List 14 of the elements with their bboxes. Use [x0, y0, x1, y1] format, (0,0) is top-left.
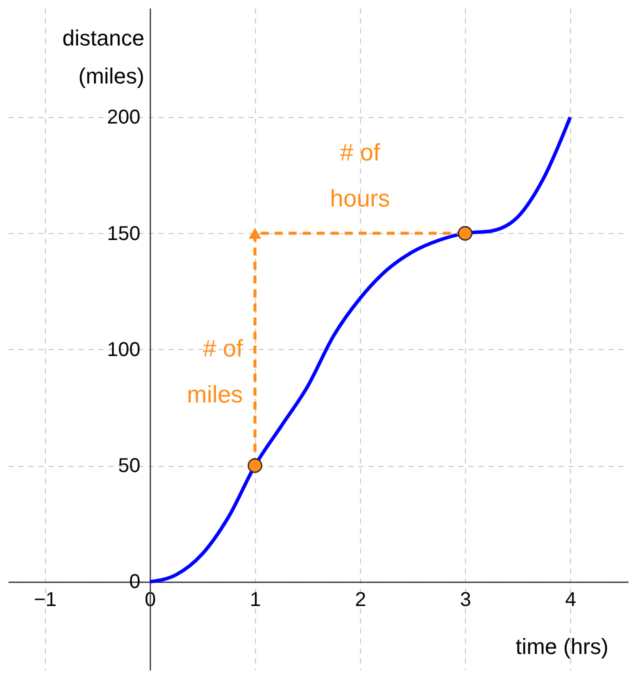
x-tick-label: 1: [250, 589, 262, 612]
x-tick-label: 4: [565, 589, 576, 612]
annotation: # of miles: [186, 335, 244, 408]
y-tick-label: 150: [106, 222, 140, 245]
x-axis-title: time (hrs): [516, 634, 608, 660]
x-tick-label: 3: [460, 589, 472, 612]
line-series: [148, 115, 572, 584]
y-tick-label: 200: [106, 106, 140, 129]
x-tick-label: −1: [34, 589, 57, 612]
y-axis-title: distance (miles): [62, 26, 144, 88]
x-tick-label: 2: [354, 589, 366, 612]
y-tick-label: 100: [106, 338, 140, 361]
y-tick-label: 50: [118, 455, 140, 478]
annotation: # of hours: [330, 139, 390, 212]
